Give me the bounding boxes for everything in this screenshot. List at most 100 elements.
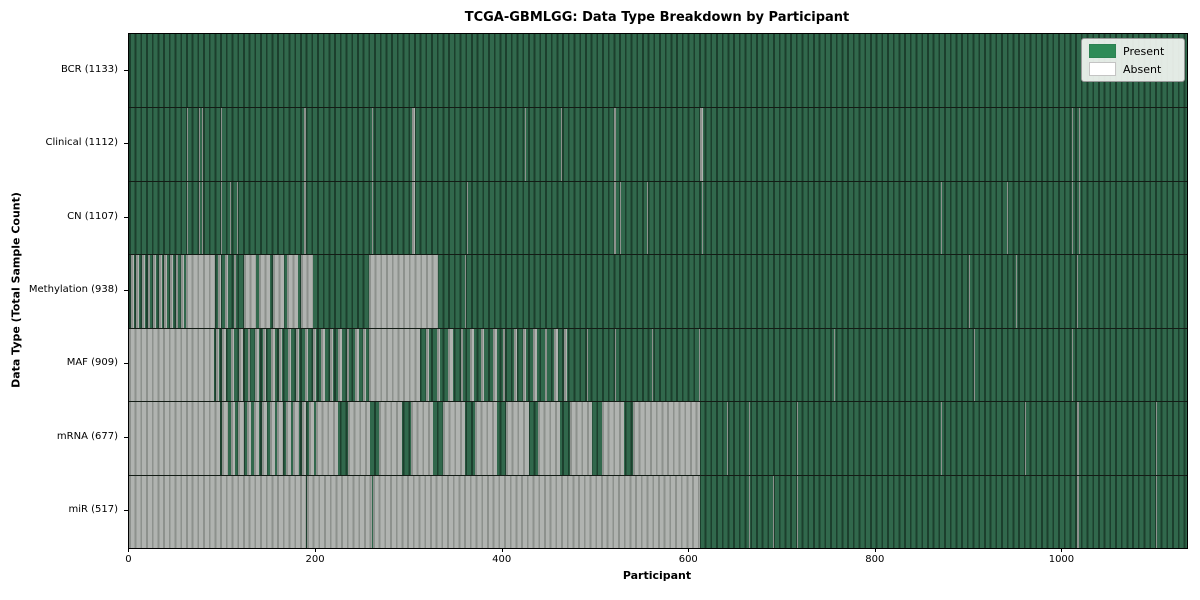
absent-segment <box>277 401 284 475</box>
row-divider <box>129 107 1187 109</box>
row-divider <box>129 180 1187 182</box>
absent-segment <box>221 180 223 255</box>
y-tick-label: BCR (1133) <box>60 63 118 75</box>
plot-area <box>128 33 1188 549</box>
absent-segment <box>941 180 943 255</box>
absent-segment <box>796 401 798 475</box>
absent-segment <box>272 254 284 328</box>
absent-segment <box>702 180 704 255</box>
absent-segment <box>321 327 326 402</box>
absent-segment <box>647 180 649 255</box>
absent-segment <box>506 401 529 475</box>
absent-segment <box>303 107 307 181</box>
absent-segment <box>411 107 415 181</box>
absent-segment <box>186 107 188 181</box>
absent-segment <box>749 401 751 475</box>
absent-segment <box>372 474 700 548</box>
y-tick-label: miR (517) <box>68 504 118 516</box>
absent-segment <box>129 474 307 548</box>
absent-segment <box>247 327 251 402</box>
absent-segment <box>238 401 244 475</box>
absent-segment <box>474 401 497 475</box>
data-row-Clinical <box>129 107 1187 181</box>
absent-segment <box>185 254 215 328</box>
absent-segment <box>442 401 466 475</box>
absent-segment <box>186 180 188 255</box>
absent-segment <box>175 254 179 328</box>
absent-segment <box>469 327 474 402</box>
absent-segment <box>304 327 309 402</box>
absent-segment <box>329 327 333 402</box>
absent-segment <box>1078 180 1080 255</box>
absent-segment <box>614 327 616 402</box>
absent-segment <box>346 327 350 402</box>
absent-segment <box>199 107 201 181</box>
data-row-miR <box>129 474 1187 548</box>
absent-segment <box>411 401 434 475</box>
x-axis-label: Participant <box>622 569 692 582</box>
absent-segment <box>254 401 259 475</box>
absent-segment <box>613 107 616 181</box>
row-divider <box>129 401 1187 403</box>
y-tick-label: mRNA (677) <box>56 430 118 442</box>
absent-segment <box>371 107 373 181</box>
y-tick-mark <box>124 69 128 71</box>
legend-swatch-present <box>1089 44 1116 58</box>
absent-segment <box>217 254 221 328</box>
legend-swatch-absent <box>1089 62 1116 76</box>
absent-segment <box>307 474 372 548</box>
absent-segment <box>347 401 370 475</box>
absent-segment <box>1076 401 1079 475</box>
absent-segment <box>129 401 220 475</box>
absent-segment <box>230 327 234 402</box>
absent-segment <box>229 180 231 255</box>
absent-segment <box>613 180 617 255</box>
y-tick-mark <box>124 290 128 291</box>
absent-segment <box>411 180 415 255</box>
x-tick-mark <box>1061 548 1063 552</box>
absent-segment <box>1072 180 1074 255</box>
absent-segment <box>147 254 151 328</box>
y-tick-mark <box>124 436 128 438</box>
absent-segment <box>287 327 292 402</box>
absent-segment <box>564 327 567 402</box>
absent-segment <box>620 180 622 255</box>
row-divider <box>129 474 1187 476</box>
absent-segment <box>279 327 283 402</box>
absent-segment <box>698 327 700 402</box>
absent-segment <box>749 474 751 548</box>
absent-segment <box>270 327 275 402</box>
absent-segment <box>239 327 243 402</box>
absent-segment <box>1072 327 1074 402</box>
y-tick-label: Clinical (1112) <box>45 137 119 149</box>
absent-segment <box>315 401 339 475</box>
absent-segment <box>1025 401 1027 475</box>
x-tick-mark <box>501 548 503 552</box>
y-tick-label: MAF (909) <box>66 357 118 369</box>
y-tick-mark <box>124 143 128 145</box>
absent-segment <box>338 327 342 402</box>
absent-segment <box>538 401 561 475</box>
absent-segment <box>533 327 538 402</box>
absent-segment <box>1016 254 1018 328</box>
absent-segment <box>1156 401 1158 475</box>
absent-segment <box>371 180 373 255</box>
absent-segment <box>1156 474 1158 548</box>
y-tick-mark <box>124 510 128 512</box>
absent-segment <box>561 107 563 181</box>
x-tick-label: 400 <box>492 554 512 565</box>
absent-segment <box>243 254 256 328</box>
x-tick-mark <box>315 548 317 552</box>
absent-segment <box>368 327 421 402</box>
data-row-CN <box>129 180 1187 255</box>
y-tick-mark <box>124 216 128 218</box>
absent-segment <box>263 327 267 402</box>
absent-segment <box>437 327 440 402</box>
absent-segment <box>354 327 359 402</box>
y-tick-label: CN (1107) <box>67 210 118 222</box>
absent-segment <box>601 401 624 475</box>
absent-segment <box>301 401 307 475</box>
absent-segment <box>553 327 558 402</box>
absent-segment <box>221 107 223 181</box>
